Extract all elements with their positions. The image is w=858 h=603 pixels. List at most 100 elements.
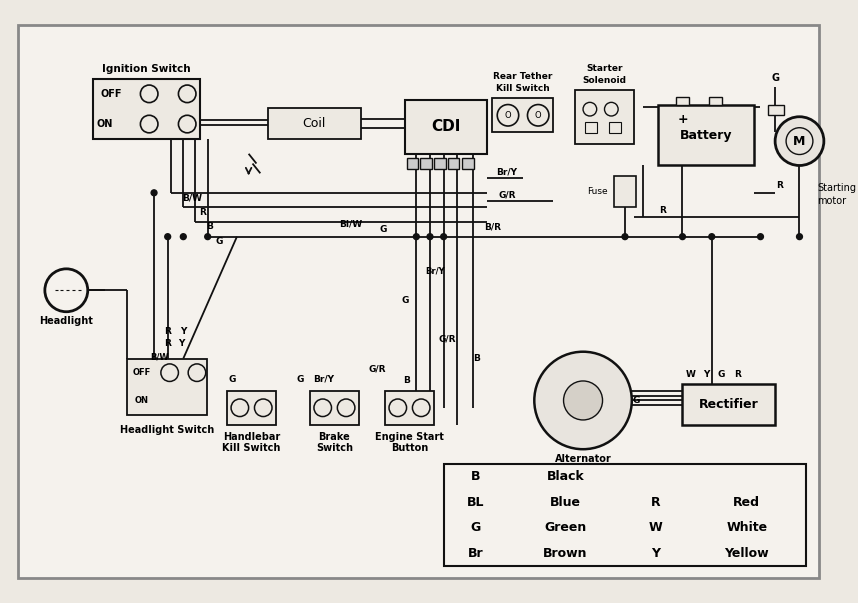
Text: Kill Switch: Kill Switch	[222, 443, 281, 453]
Text: G: G	[215, 237, 223, 246]
Bar	[405, 100, 487, 154]
Text: Y: Y	[178, 339, 184, 349]
Text: G/R: G/R	[369, 365, 386, 374]
Text: B: B	[474, 354, 480, 363]
Text: OFF: OFF	[132, 368, 150, 377]
Circle shape	[180, 234, 186, 239]
Text: ON: ON	[135, 396, 148, 405]
Text: O: O	[505, 111, 511, 120]
Text: Brown: Brown	[543, 547, 588, 560]
Text: G/R: G/R	[438, 335, 456, 344]
Text: R: R	[660, 206, 667, 215]
Text: Green: Green	[544, 522, 587, 534]
Text: ON: ON	[96, 119, 112, 129]
Text: W: W	[686, 370, 695, 379]
Text: G: G	[633, 396, 640, 405]
Text: R: R	[199, 208, 206, 217]
Circle shape	[796, 234, 802, 239]
Bar	[268, 108, 360, 139]
Bar	[444, 464, 807, 566]
Circle shape	[427, 234, 433, 239]
Bar	[310, 391, 359, 425]
Text: G: G	[771, 73, 779, 83]
Text: B/W: B/W	[151, 352, 169, 361]
Bar	[127, 359, 207, 415]
Text: R: R	[164, 327, 171, 336]
Bar	[93, 79, 200, 139]
Circle shape	[165, 234, 171, 239]
Bar	[585, 122, 596, 133]
Text: Yellow: Yellow	[724, 547, 769, 560]
Text: Br: Br	[468, 547, 483, 560]
Text: Ignition Switch: Ignition Switch	[102, 64, 190, 74]
Text: Red: Red	[734, 496, 760, 509]
Bar	[709, 97, 722, 105]
Text: Br/Y: Br/Y	[497, 168, 517, 177]
Bar	[420, 158, 432, 169]
Text: motor: motor	[817, 195, 846, 206]
Bar	[675, 97, 689, 105]
Bar	[609, 122, 621, 133]
Text: G/R: G/R	[498, 190, 516, 199]
Text: BL: BL	[467, 496, 484, 509]
Text: Rectifier: Rectifier	[699, 398, 758, 411]
Text: Switch: Switch	[316, 443, 353, 453]
Text: Br/Y: Br/Y	[425, 267, 444, 276]
Circle shape	[622, 234, 628, 239]
Text: R: R	[164, 339, 171, 349]
Circle shape	[680, 234, 686, 239]
Text: Alternator: Alternator	[554, 454, 612, 464]
Text: OFF: OFF	[100, 89, 122, 99]
Circle shape	[775, 117, 824, 165]
Text: B/W: B/W	[182, 193, 202, 202]
Text: B: B	[206, 223, 213, 232]
Text: Br/Y: Br/Y	[313, 374, 335, 384]
Bar	[385, 391, 434, 425]
Text: Battery: Battery	[680, 129, 732, 142]
Text: M: M	[794, 134, 806, 148]
Text: Headlight Switch: Headlight Switch	[119, 425, 214, 435]
Circle shape	[205, 234, 210, 239]
Text: G: G	[297, 374, 304, 384]
Text: G: G	[379, 226, 387, 235]
Text: R: R	[651, 496, 661, 509]
Circle shape	[709, 234, 715, 239]
Bar	[227, 391, 276, 425]
Text: Y: Y	[703, 370, 709, 379]
Bar	[682, 384, 775, 425]
Bar	[462, 158, 474, 169]
Bar	[434, 158, 445, 169]
Text: Bl/W: Bl/W	[340, 219, 363, 229]
Text: R: R	[734, 370, 740, 379]
Text: G: G	[228, 374, 236, 384]
Text: Solenoid: Solenoid	[583, 76, 626, 85]
Text: B: B	[470, 470, 480, 483]
Text: Fuse: Fuse	[587, 188, 607, 197]
Text: G: G	[402, 295, 408, 305]
Text: Button: Button	[391, 443, 428, 453]
Text: White: White	[726, 522, 767, 534]
Circle shape	[758, 234, 764, 239]
Circle shape	[441, 234, 446, 239]
Text: Starting: Starting	[817, 183, 856, 193]
Text: Headlight: Headlight	[39, 317, 94, 326]
Bar	[492, 98, 553, 132]
Text: W: W	[649, 522, 662, 534]
Circle shape	[151, 190, 157, 196]
Bar	[575, 90, 634, 144]
Bar	[614, 176, 636, 207]
Circle shape	[535, 352, 631, 449]
Text: Starter: Starter	[586, 65, 623, 74]
Text: R: R	[776, 182, 783, 191]
Bar	[658, 105, 753, 165]
Text: B/R: B/R	[484, 223, 501, 232]
Text: CDI: CDI	[432, 119, 461, 134]
Text: G: G	[470, 522, 480, 534]
Text: O: O	[535, 111, 541, 120]
Bar	[448, 158, 459, 169]
Text: +: +	[677, 113, 688, 126]
Bar	[768, 105, 784, 115]
Text: Black: Black	[547, 470, 584, 483]
Text: Brake: Brake	[318, 432, 350, 441]
Circle shape	[414, 234, 420, 239]
